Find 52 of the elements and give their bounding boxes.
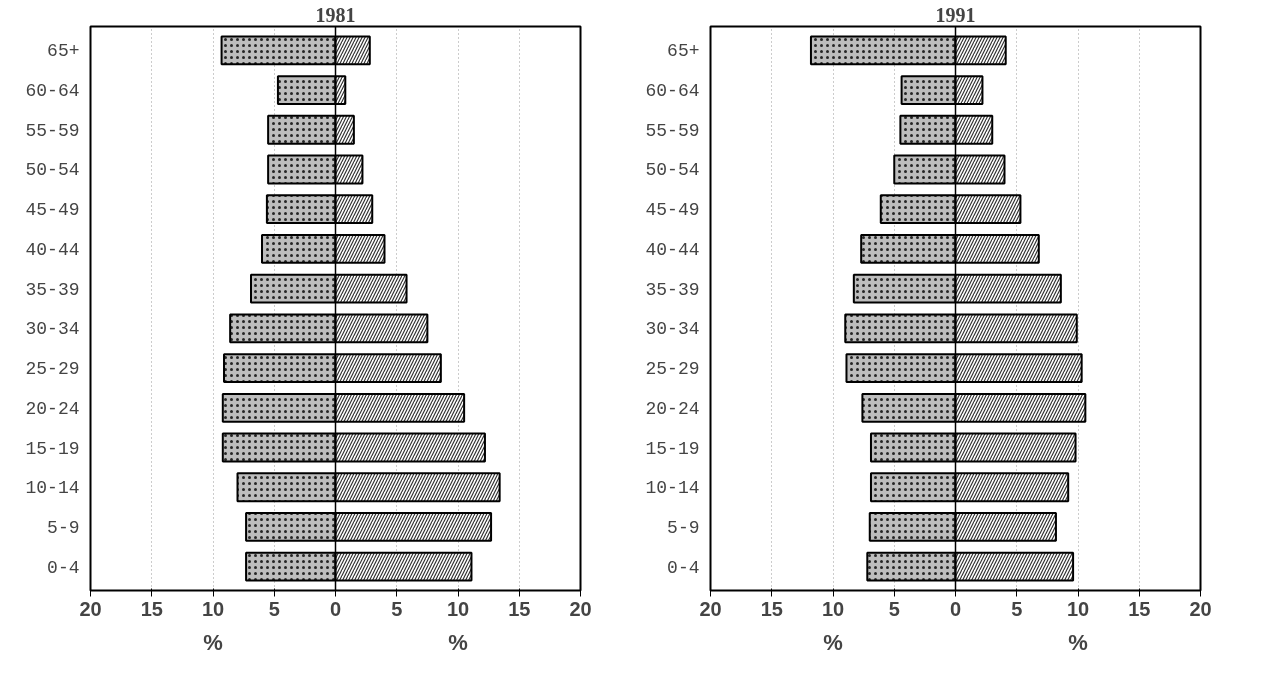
- y-tick-label: 10-14: [645, 478, 700, 499]
- x-tick-label: 0: [329, 597, 342, 620]
- y-tick-label: 5-9: [667, 517, 700, 538]
- y-tick-label: 55-59: [645, 120, 700, 141]
- y-tick-label: 25-29: [25, 359, 80, 380]
- y-tick-label: 15-19: [645, 438, 700, 459]
- x-tick-label: 10: [821, 597, 845, 620]
- x-tick-label: 20: [569, 597, 592, 620]
- y-tick-label: 40-44: [645, 239, 700, 260]
- y-tick-label: 30-34: [645, 319, 700, 340]
- x-tick-label: 15: [1128, 597, 1151, 620]
- y-tick-label: 40-44: [25, 239, 80, 260]
- x-tick-label: 5: [268, 597, 280, 620]
- x-tick-label: 15: [140, 597, 163, 620]
- x-tick-label: 5: [1011, 597, 1023, 620]
- y-tick-label: 20-24: [645, 398, 700, 419]
- y-tick-label: 65+: [47, 41, 80, 62]
- y-tick-label: 5-9: [47, 517, 80, 538]
- y-tick-label: 10-14: [25, 478, 80, 499]
- x-tick-label: 20: [1189, 597, 1212, 620]
- y-tick-label: 0-4: [47, 557, 80, 578]
- text: %: [448, 629, 468, 655]
- y-tick-label: 35-39: [25, 279, 80, 300]
- y-tick-label: 25-29: [645, 359, 700, 380]
- x-tick-label: 15: [508, 597, 531, 620]
- text: %: [823, 629, 843, 655]
- y-tick-label: 30-34: [25, 319, 80, 340]
- y-tick-label: 45-49: [25, 200, 80, 221]
- text: %: [203, 629, 223, 655]
- text: %: [1068, 629, 1088, 655]
- x-tick-label: 5: [391, 597, 403, 620]
- x-tick-label: 10: [1066, 597, 1090, 620]
- y-tick-label: 50-54: [645, 160, 700, 181]
- x-tick-label: 20: [79, 597, 102, 620]
- y-tick-label: 45-49: [645, 200, 700, 221]
- x-tick-label: 5: [888, 597, 900, 620]
- x-tick-label: 20: [699, 597, 722, 620]
- y-tick-label: 55-59: [25, 120, 80, 141]
- chart-title: 1991: [935, 3, 976, 26]
- y-tick-label: 35-39: [645, 279, 700, 300]
- y-tick-label: 65+: [667, 41, 700, 62]
- y-tick-label: 50-54: [25, 160, 80, 181]
- y-tick-label: 60-64: [25, 81, 80, 102]
- x-tick-label: 15: [760, 597, 783, 620]
- x-tick-label: 0: [949, 597, 962, 620]
- x-tick-label: 10: [201, 597, 225, 620]
- y-tick-label: 15-19: [25, 438, 80, 459]
- y-tick-label: 20-24: [25, 398, 80, 419]
- x-tick-label: 10: [446, 597, 470, 620]
- chart-title: 1981: [315, 3, 356, 26]
- y-tick-label: 0-4: [667, 557, 700, 578]
- y-tick-label: 60-64: [645, 81, 700, 102]
